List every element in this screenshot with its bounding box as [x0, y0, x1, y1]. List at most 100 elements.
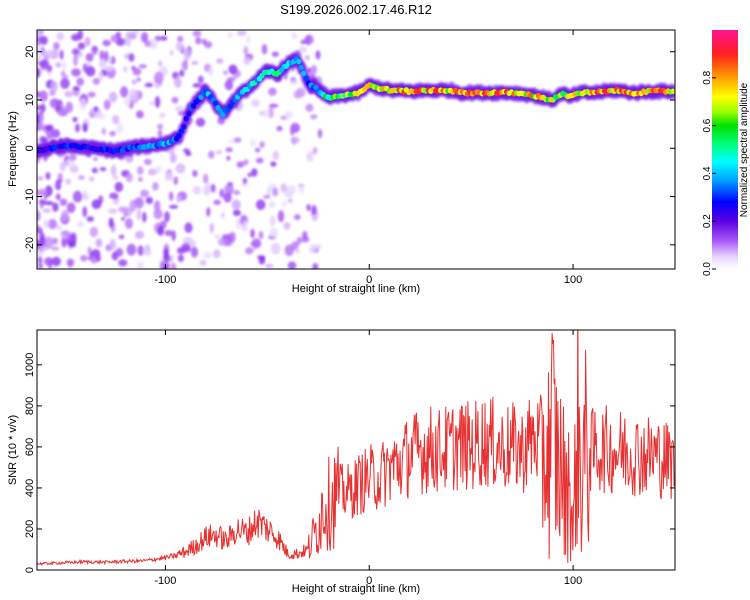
- noise-blob: [164, 230, 173, 237]
- noise-blob: [269, 227, 278, 238]
- noise-blob: [173, 176, 179, 186]
- noise-blob: [37, 224, 41, 230]
- noise-blob: [57, 172, 63, 181]
- noise-blob: [243, 159, 249, 166]
- noise-blob: [60, 70, 66, 77]
- noise-blob: [157, 225, 165, 236]
- noise-blob: [224, 79, 234, 91]
- noise-blob: [115, 247, 124, 257]
- noise-blob: [226, 155, 231, 161]
- noise-blob: [123, 66, 128, 73]
- noise-blob: [290, 136, 300, 144]
- noise-blob: [208, 66, 214, 77]
- noise-blob: [155, 165, 162, 174]
- noise-blob: [173, 76, 182, 88]
- noise-blob: [64, 90, 74, 98]
- ridge-cell: [190, 103, 197, 109]
- noise-blob: [37, 209, 41, 222]
- noise-blob: [43, 49, 53, 56]
- noise-blob: [291, 32, 298, 40]
- noise-blob: [169, 49, 174, 56]
- noise-blob: [102, 39, 111, 47]
- noise-blob: [215, 150, 223, 155]
- noise-blob: [169, 255, 174, 263]
- spectrogram-ylabel: Frequency (Hz): [7, 111, 19, 187]
- noise-blob: [228, 64, 238, 75]
- noise-blob: [121, 216, 125, 221]
- noise-blob: [299, 184, 304, 194]
- noise-blob: [44, 236, 54, 249]
- noise-blob: [190, 246, 199, 258]
- noise-blob: [218, 238, 226, 246]
- noise-blob: [37, 256, 43, 265]
- noise-blob: [136, 77, 141, 82]
- noise-blob: [134, 230, 145, 239]
- noise-blob: [296, 87, 306, 98]
- snr-ytick-label: 800: [24, 397, 36, 415]
- noise-blob: [284, 111, 294, 119]
- noise-blob: [79, 98, 87, 111]
- noise-blob: [85, 66, 96, 77]
- noise-blob: [168, 191, 174, 201]
- noise-blob: [310, 114, 318, 120]
- noise-blob: [138, 64, 147, 69]
- noise-blob: [261, 109, 270, 117]
- noise-blob: [312, 147, 318, 155]
- noise-blob: [60, 78, 70, 89]
- figure-title: S199.2026.002.17.46.R12: [280, 2, 432, 17]
- noise-blob: [66, 202, 76, 214]
- noise-blob: [112, 175, 119, 180]
- noise-blob: [210, 184, 216, 193]
- noise-blob: [132, 67, 142, 76]
- noise-blob: [225, 147, 233, 153]
- noise-blob: [95, 238, 103, 248]
- noise-blob: [255, 157, 264, 164]
- noise-blob: [99, 167, 107, 172]
- noise-blob: [202, 173, 209, 184]
- colorbar-tick-label: 0.4: [702, 166, 713, 180]
- noise-blob: [111, 199, 121, 205]
- noise-blob: [99, 50, 105, 61]
- noise-blob: [145, 196, 153, 204]
- snr-ytick-label: 200: [24, 520, 36, 538]
- noise-blob: [91, 199, 102, 210]
- noise-blob: [140, 32, 149, 43]
- noise-blob: [65, 178, 72, 185]
- noise-blob: [276, 125, 283, 132]
- noise-blob: [263, 194, 271, 199]
- noise-blob: [104, 65, 115, 72]
- noise-blob: [159, 112, 165, 119]
- noise-blob: [128, 102, 134, 109]
- noise-blob: [143, 246, 152, 257]
- snr-xlabel: Height of straight line (km): [292, 583, 420, 595]
- noise-blob: [140, 189, 149, 198]
- noise-blob: [236, 30, 247, 36]
- colorbar-tick-label: 0.2: [702, 214, 713, 228]
- noise-blob: [77, 221, 84, 228]
- noise-blob: [216, 58, 224, 64]
- noise-blob: [255, 199, 266, 211]
- noise-blob: [37, 30, 41, 39]
- noise-blob: [213, 199, 221, 205]
- noise-blob: [144, 82, 154, 88]
- noise-blob: [304, 55, 310, 60]
- noise-blob: [45, 172, 51, 180]
- noise-blob: [75, 123, 80, 133]
- noise-blob: [299, 46, 307, 53]
- noise-blob: [103, 99, 111, 110]
- noise-blob: [82, 206, 88, 218]
- noise-blob: [192, 30, 202, 37]
- spectrogram-frame: [36, 29, 676, 270]
- noise-blob: [125, 31, 136, 38]
- noise-blob: [82, 190, 87, 200]
- noise-blob: [311, 205, 317, 216]
- noise-blob: [47, 219, 58, 230]
- noise-blob: [143, 158, 152, 165]
- noise-blob: [124, 35, 132, 47]
- noise-blob: [226, 77, 236, 82]
- noise-blob: [272, 150, 280, 161]
- noise-blob: [312, 262, 319, 269]
- noise-blob: [277, 210, 285, 223]
- colorbar-tick-label: 0.6: [702, 118, 713, 132]
